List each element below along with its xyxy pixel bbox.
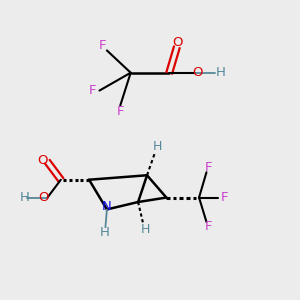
Text: H: H (100, 226, 110, 239)
Text: F: F (220, 191, 228, 204)
Text: F: F (99, 39, 106, 52)
Text: H: H (19, 191, 29, 204)
Text: F: F (89, 84, 97, 97)
Text: H: H (153, 140, 162, 153)
Text: O: O (39, 191, 49, 204)
Text: F: F (117, 106, 124, 118)
Text: O: O (173, 36, 183, 49)
Text: H: H (216, 66, 226, 79)
Text: N: N (102, 200, 112, 213)
Text: H: H (141, 223, 151, 236)
Text: O: O (38, 154, 48, 166)
Text: O: O (192, 66, 203, 79)
Text: F: F (205, 220, 213, 233)
Text: F: F (205, 161, 213, 174)
